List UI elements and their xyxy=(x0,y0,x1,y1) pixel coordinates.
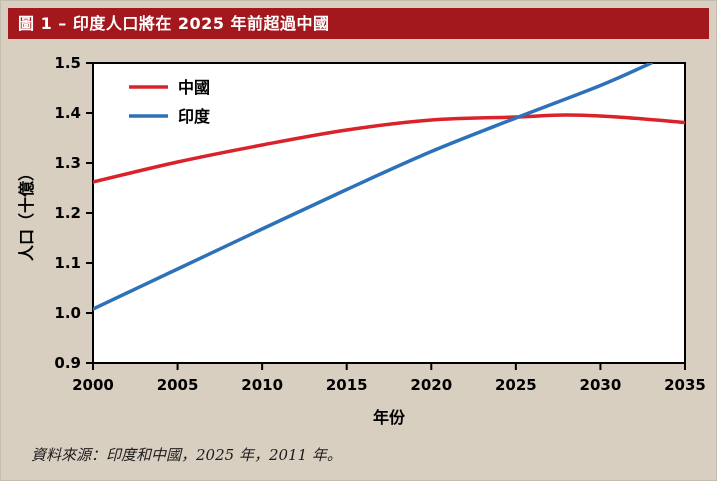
plot-area xyxy=(92,62,686,364)
source-note: 資料來源：印度和中國，2025 年，2011 年。 xyxy=(31,446,342,464)
y-tick-label: 1.1 xyxy=(54,254,81,272)
y-tick-label: 0.9 xyxy=(54,354,81,372)
figure-title: 圖 1 – 印度人口將在 2025 年前超過中國 xyxy=(8,8,709,39)
chart-area: 0.9 1.0 1.1 1.2 1.3 1.4 1.5 2000 2005 2010 2015 202… xyxy=(8,39,709,436)
legend-label-china: 中國 xyxy=(178,78,210,97)
x-tick-label: 2015 xyxy=(326,376,368,394)
legend-label-india: 印度 xyxy=(178,107,211,126)
y-tick-label: 1.2 xyxy=(54,204,81,222)
line-chart: 0.9 1.0 1.1 1.2 1.3 1.4 1.5 2000 2005 2010 2015 202… xyxy=(17,54,706,427)
x-tick-label: 2030 xyxy=(580,376,622,394)
x-axis-title: 年份 xyxy=(373,408,406,427)
x-tick-label: 2020 xyxy=(410,376,452,394)
x-tick-label: 2005 xyxy=(157,376,199,394)
series-line-china xyxy=(93,113,685,184)
y-tick-label: 1.0 xyxy=(54,304,81,322)
x-tick-label: 2010 xyxy=(241,376,283,394)
y-axis-title: 人口（十億） xyxy=(17,165,36,261)
x-tick-label: 2035 xyxy=(664,376,706,394)
y-tick-label: 1.3 xyxy=(54,154,81,172)
series-line-india xyxy=(93,63,653,311)
y-tick-label: 1.5 xyxy=(54,54,81,72)
y-tick-label: 1.4 xyxy=(54,104,81,122)
x-tick-label: 2000 xyxy=(72,376,114,394)
x-tick-label: 2025 xyxy=(495,376,537,394)
